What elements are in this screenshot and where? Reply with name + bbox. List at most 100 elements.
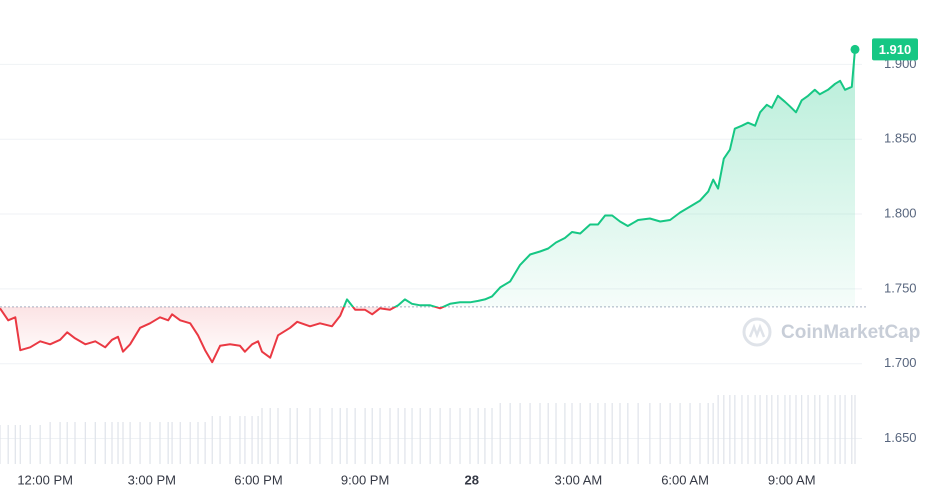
volume-bar bbox=[469, 408, 471, 464]
volume-bar bbox=[747, 395, 749, 464]
volume-bar bbox=[129, 422, 131, 464]
volume-bar bbox=[649, 403, 651, 464]
volume-bar bbox=[179, 422, 181, 464]
volume-bar bbox=[459, 408, 461, 464]
volume-bar bbox=[364, 408, 366, 464]
volume-bar bbox=[39, 425, 41, 464]
x-tick-label: 6:00 AM bbox=[661, 472, 709, 487]
volume-bar bbox=[239, 416, 241, 464]
volume-bar bbox=[827, 395, 829, 464]
last-price-label: 1.910 bbox=[879, 42, 912, 57]
volume-bar bbox=[571, 403, 573, 464]
volume-bar bbox=[389, 408, 391, 464]
volume-bar bbox=[439, 408, 441, 464]
volume-bar bbox=[29, 425, 31, 464]
volume-bar bbox=[689, 403, 691, 464]
volume-bar bbox=[122, 422, 124, 464]
volume-bar bbox=[539, 403, 541, 464]
volume-bar bbox=[111, 422, 113, 464]
x-tick-label: 3:00 PM bbox=[128, 472, 176, 487]
volume-bar bbox=[229, 416, 231, 464]
volume-bar bbox=[309, 408, 311, 464]
volume-bar bbox=[801, 395, 803, 464]
volume-bar bbox=[604, 403, 606, 464]
volume-bar bbox=[814, 395, 816, 464]
x-tick-label: 9:00 AM bbox=[768, 472, 816, 487]
volume-bar bbox=[94, 422, 96, 464]
volume-bar bbox=[19, 425, 21, 464]
price-line bbox=[0, 49, 856, 364]
volume-bar bbox=[289, 408, 291, 464]
volume-bar bbox=[404, 408, 406, 464]
volume-bar bbox=[84, 422, 86, 464]
volume-bar bbox=[269, 408, 271, 464]
volume-bar bbox=[397, 408, 399, 464]
volume-bar bbox=[844, 395, 846, 464]
volume-bar bbox=[491, 408, 493, 464]
last-point bbox=[850, 44, 860, 54]
volume-bar bbox=[319, 408, 321, 464]
volume-bar bbox=[277, 408, 279, 464]
volume-bar bbox=[834, 395, 836, 464]
volume-bar bbox=[597, 403, 599, 464]
volume-bar bbox=[257, 416, 259, 464]
volume-bar bbox=[707, 403, 709, 464]
volume-bar bbox=[104, 422, 106, 464]
volume-bar bbox=[754, 395, 756, 464]
watermark-logo bbox=[742, 317, 772, 347]
volume-bar bbox=[555, 403, 557, 464]
last-price-box bbox=[872, 38, 918, 61]
volume-bar bbox=[261, 408, 263, 464]
area bbox=[0, 49, 855, 363]
volume-bar bbox=[547, 403, 549, 464]
volume-bar bbox=[627, 403, 629, 464]
volume-bar bbox=[149, 422, 151, 464]
volume-bar bbox=[74, 422, 76, 464]
volume-bar bbox=[484, 408, 486, 464]
x-tick-label: 28 bbox=[465, 472, 479, 487]
y-tick-label: 1.850 bbox=[884, 131, 917, 146]
volume-bar bbox=[795, 395, 797, 464]
volume-bar bbox=[59, 422, 61, 464]
volume-bar bbox=[7, 425, 9, 464]
volume-bar bbox=[789, 395, 791, 464]
volume-bar bbox=[771, 395, 773, 464]
volume-bar bbox=[637, 403, 639, 464]
volume-bar bbox=[619, 403, 621, 464]
volume-bar bbox=[167, 422, 169, 464]
volume-bar bbox=[0, 425, 1, 464]
volume-bar bbox=[679, 403, 681, 464]
volume-bar bbox=[449, 408, 451, 464]
volume-bar bbox=[171, 422, 173, 464]
watermark: CoinMarketCap bbox=[781, 322, 920, 343]
volume-bar bbox=[211, 416, 213, 464]
x-tick-label: 3:00 AM bbox=[555, 472, 603, 487]
y-tick-label: 1.750 bbox=[884, 280, 917, 295]
volume-bar bbox=[219, 416, 221, 464]
volume-bar bbox=[346, 408, 348, 464]
volume-bar bbox=[14, 425, 16, 464]
volume-bar bbox=[189, 422, 191, 464]
volume-bar bbox=[734, 395, 736, 464]
volume-bar bbox=[712, 403, 714, 464]
volume-bar bbox=[66, 422, 68, 464]
volume-bar bbox=[807, 395, 809, 464]
volume-bar bbox=[429, 408, 431, 464]
volume-bar bbox=[589, 403, 591, 464]
volume-bar bbox=[839, 395, 841, 464]
volume-bar bbox=[117, 422, 119, 464]
volume-bar bbox=[197, 422, 199, 464]
volume-bar bbox=[766, 395, 768, 464]
volume-bar bbox=[49, 422, 51, 464]
y-tick-label: 1.650 bbox=[884, 430, 917, 445]
volume-bar bbox=[851, 395, 853, 464]
y-tick-label: 1.800 bbox=[884, 205, 917, 220]
volume-bar bbox=[529, 403, 531, 464]
volume-bar bbox=[564, 403, 566, 464]
y-tick-label: 1.700 bbox=[884, 355, 917, 370]
volume-bar bbox=[611, 403, 613, 464]
volume-bar bbox=[784, 395, 786, 464]
volume-bar bbox=[819, 395, 821, 464]
